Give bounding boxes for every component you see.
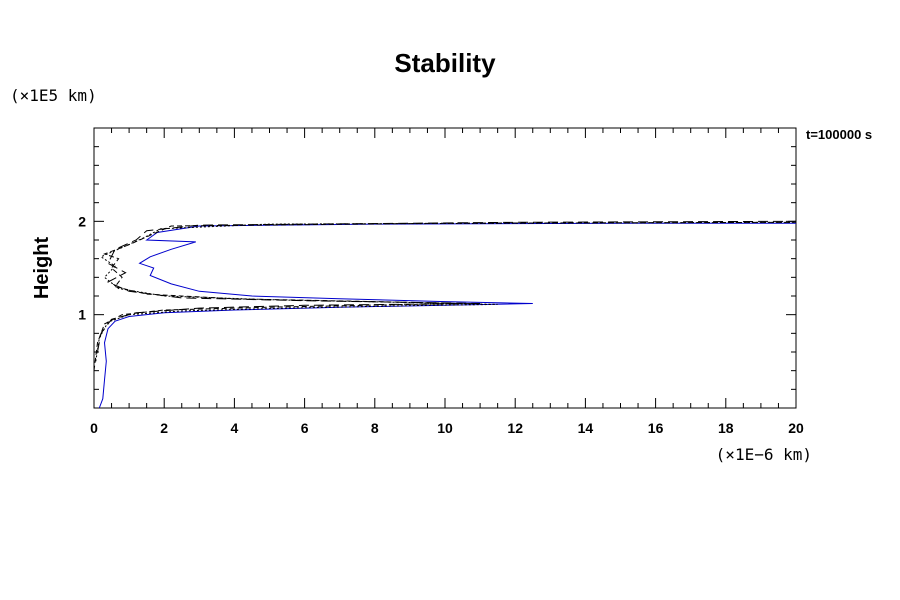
y-tick-label: 1 xyxy=(78,307,86,323)
series-line-1 xyxy=(98,222,796,409)
x-tick-label: 2 xyxy=(160,420,168,436)
x-tick-label: 18 xyxy=(718,420,734,436)
axis-ticks xyxy=(93,127,797,409)
series-line-4 xyxy=(95,221,797,362)
x-tick-label: 16 xyxy=(648,420,664,436)
time-label: t=100000 s xyxy=(806,127,872,142)
y-tick-label: 2 xyxy=(78,213,86,229)
x-unit-label: (×1E−6 km) xyxy=(716,445,812,464)
y-unit-label: (×1E5 km) xyxy=(10,86,97,105)
series-group xyxy=(93,220,797,409)
chart-title: Stability xyxy=(394,48,496,78)
y-axis-label: Height xyxy=(31,237,53,300)
x-tick-label: 6 xyxy=(301,420,309,436)
x-tick-label: 14 xyxy=(578,420,594,436)
x-tick-label: 12 xyxy=(507,420,523,436)
x-tick-label: 0 xyxy=(90,420,98,436)
x-tick-label: 10 xyxy=(437,420,453,436)
x-tick-label: 20 xyxy=(788,420,804,436)
series-line-3 xyxy=(97,220,797,353)
x-tick-label: 8 xyxy=(371,420,379,436)
x-tick-label: 4 xyxy=(231,420,239,436)
